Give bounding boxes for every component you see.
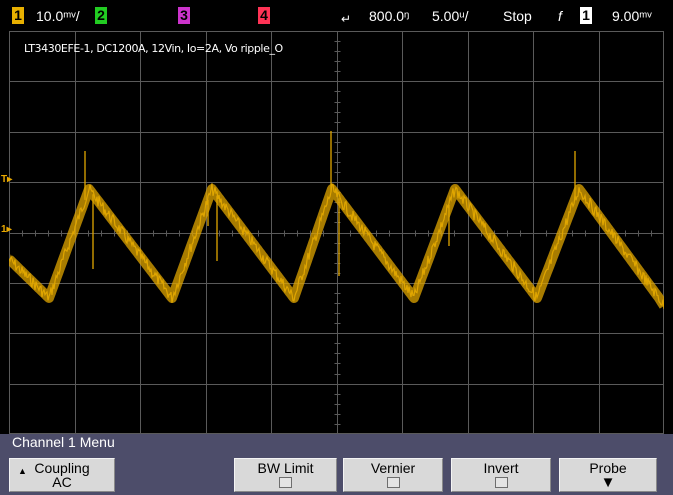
- bw-limit-checkbox[interactable]: [279, 477, 292, 488]
- select-arrow-icon: ▲: [18, 466, 27, 476]
- channel-2-indicator[interactable]: 2: [95, 7, 107, 24]
- vernier-softkey[interactable]: Vernier: [343, 458, 443, 492]
- waveform-display: [9, 31, 664, 434]
- menu-title: Channel 1 Menu: [12, 434, 115, 450]
- channel-1-scale: 10.0ᵐᵛ/: [36, 8, 80, 24]
- bw-limit-softkey[interactable]: BW Limit: [234, 458, 337, 492]
- trigger-level: 9.00ᵐᵛ: [612, 8, 652, 24]
- invert-checkbox[interactable]: [494, 477, 508, 488]
- waveform-caption: LT3430EFE-1, DC1200A, 12Vin, Io=2A, Vo r…: [24, 42, 283, 55]
- run-state: Stop: [503, 8, 532, 24]
- delay-marker-icon: ↵: [341, 12, 352, 26]
- softkey-menu: Channel 1 Menu ▲ Coupling AC BW Limit Ve…: [0, 434, 673, 495]
- submenu-arrow-icon: ▼: [600, 474, 616, 491]
- coupling-softkey[interactable]: ▲ Coupling AC: [9, 458, 115, 492]
- trigger-slope-icon: f: [558, 8, 562, 24]
- invert-softkey[interactable]: Invert: [451, 458, 551, 492]
- coupling-value: AC: [52, 474, 72, 490]
- channel-4-indicator[interactable]: 4: [258, 7, 270, 24]
- time-scale: 5.00ᵘ/: [432, 8, 469, 24]
- channel-1-ground-marker[interactable]: 1▸: [1, 224, 12, 235]
- channel-1-trace: [9, 183, 664, 309]
- trigger-level-marker: T▸: [1, 174, 13, 185]
- time-delay: 800.0ᵑ: [369, 8, 410, 24]
- graticule: [9, 31, 664, 434]
- probe-softkey[interactable]: Probe ▼: [559, 458, 657, 492]
- channel-3-indicator[interactable]: 3: [178, 7, 190, 24]
- channel-1-indicator[interactable]: 1: [12, 7, 24, 24]
- channel-1-trace-band: [9, 184, 664, 310]
- status-bar: 1 10.0ᵐᵛ/ 2 3 4 ↵ 800.0ᵑ 5.00ᵘ/ Stop f 1…: [0, 0, 673, 31]
- trigger-source: 1: [580, 7, 592, 24]
- vernier-checkbox[interactable]: [386, 477, 400, 488]
